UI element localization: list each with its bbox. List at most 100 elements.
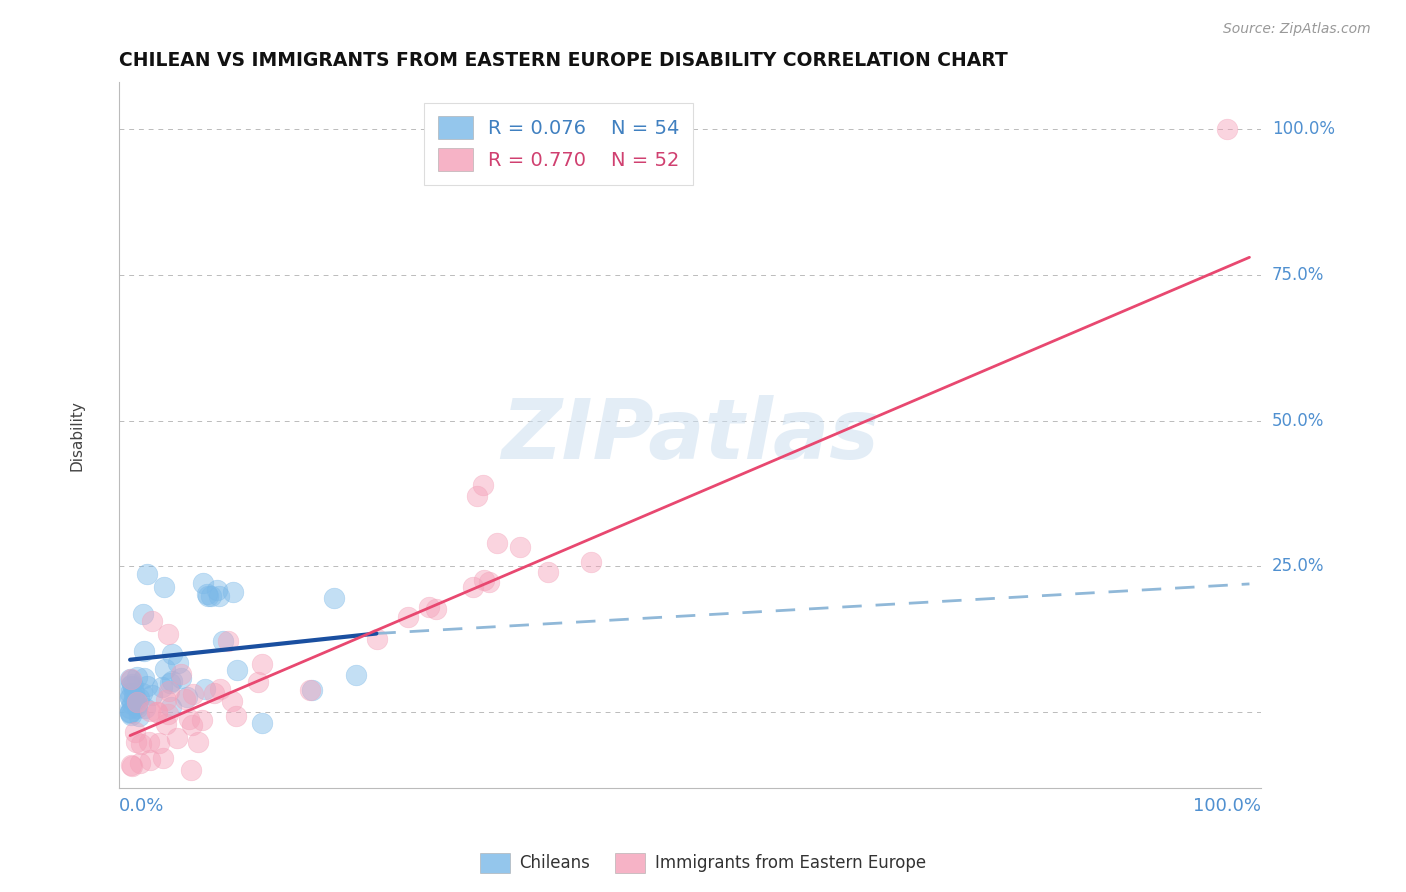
Text: CHILEAN VS IMMIGRANTS FROM EASTERN EUROPE DISABILITY CORRELATION CHART: CHILEAN VS IMMIGRANTS FROM EASTERN EUROP… xyxy=(120,51,1008,70)
Text: 100.0%: 100.0% xyxy=(1272,120,1334,138)
Point xyxy=(222,585,245,599)
Legend: R = 0.076    N = 54, R = 0.770    N = 52: R = 0.076 N = 54, R = 0.770 N = 52 xyxy=(425,103,693,185)
Text: 50.0%: 50.0% xyxy=(1272,411,1324,430)
Point xyxy=(212,634,235,648)
Point xyxy=(120,672,142,686)
Point xyxy=(120,673,142,688)
Point xyxy=(159,676,181,690)
Point xyxy=(180,763,202,777)
Point xyxy=(197,589,219,603)
Point xyxy=(485,535,508,549)
Point xyxy=(396,610,419,624)
Point xyxy=(180,717,202,731)
Point xyxy=(127,701,149,715)
Point xyxy=(465,490,488,504)
Point xyxy=(177,712,200,726)
Point xyxy=(250,715,273,730)
Point xyxy=(145,706,167,720)
Point xyxy=(217,634,239,648)
Point xyxy=(121,679,143,693)
Point xyxy=(138,704,160,718)
Point xyxy=(120,757,142,772)
Point xyxy=(186,735,208,749)
Point xyxy=(121,677,143,691)
Point xyxy=(344,668,367,682)
Point xyxy=(128,709,150,723)
Point xyxy=(155,662,177,676)
Point xyxy=(461,580,484,594)
Point xyxy=(225,708,247,723)
Point xyxy=(129,756,152,771)
Point xyxy=(124,725,146,739)
Point xyxy=(193,575,215,590)
Point xyxy=(471,477,494,491)
Point xyxy=(509,540,531,554)
Point xyxy=(127,695,149,709)
Point xyxy=(200,589,222,603)
Point xyxy=(299,682,322,697)
Point xyxy=(121,697,143,711)
Point xyxy=(120,680,142,694)
Point xyxy=(166,656,188,670)
Point xyxy=(425,602,447,616)
Point xyxy=(155,716,177,731)
Point xyxy=(120,706,142,720)
Text: Disability: Disability xyxy=(70,400,84,471)
Point xyxy=(160,647,183,661)
Point xyxy=(150,680,173,694)
Point xyxy=(128,690,150,705)
Point xyxy=(120,690,142,705)
Point xyxy=(159,700,181,714)
Point xyxy=(418,600,440,615)
Point xyxy=(135,567,157,582)
Point xyxy=(131,607,153,621)
Text: Source: ZipAtlas.com: Source: ZipAtlas.com xyxy=(1223,22,1371,37)
Point xyxy=(301,683,323,698)
Point xyxy=(191,713,214,727)
Point xyxy=(194,682,217,697)
Point xyxy=(134,701,156,715)
Point xyxy=(132,671,155,685)
Text: 75.0%: 75.0% xyxy=(1272,266,1324,284)
Point xyxy=(221,693,243,707)
Text: 25.0%: 25.0% xyxy=(1272,558,1324,575)
Point xyxy=(225,663,247,677)
Point xyxy=(157,627,180,641)
Point xyxy=(120,686,142,700)
Point xyxy=(478,575,501,590)
Text: 0.0%: 0.0% xyxy=(120,797,165,814)
Point xyxy=(247,674,270,689)
Point xyxy=(323,591,346,605)
Point xyxy=(166,731,188,746)
Point xyxy=(537,565,560,579)
Point xyxy=(579,555,602,569)
Point xyxy=(135,679,157,693)
Point xyxy=(174,692,197,706)
Point xyxy=(141,689,163,703)
Point xyxy=(125,735,148,749)
Point xyxy=(170,671,193,685)
Point xyxy=(148,736,170,750)
Point xyxy=(124,686,146,700)
Point xyxy=(122,690,145,705)
Point xyxy=(202,686,225,700)
Point xyxy=(120,705,142,719)
Point xyxy=(139,753,162,767)
Point xyxy=(120,672,142,686)
Point xyxy=(152,580,174,594)
Point xyxy=(125,670,148,684)
Point xyxy=(129,737,152,751)
Point xyxy=(472,573,495,587)
Point xyxy=(120,705,142,719)
Point xyxy=(181,687,204,701)
Point xyxy=(195,587,218,601)
Point xyxy=(141,615,163,629)
Point xyxy=(146,705,169,719)
Point xyxy=(132,644,155,658)
Point xyxy=(125,698,148,712)
Point xyxy=(160,673,183,688)
Text: 100.0%: 100.0% xyxy=(1192,797,1261,814)
Point xyxy=(138,735,160,749)
Point xyxy=(157,706,180,721)
Point xyxy=(124,692,146,706)
